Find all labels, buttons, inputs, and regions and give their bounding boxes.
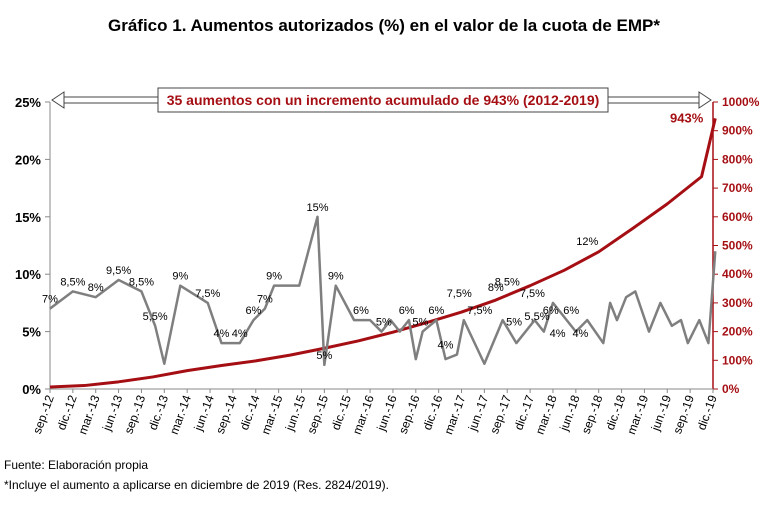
data-label: 4% <box>550 328 566 340</box>
right-axis-tick-label: 300% <box>722 296 753 310</box>
data-label: 4% <box>438 340 454 352</box>
left-axis-tick-label: 0% <box>22 382 41 397</box>
x-axis-tick-label: dic.-16 <box>420 393 446 432</box>
data-label: 6% <box>399 305 415 317</box>
x-axis-tick-label: jun.-19 <box>648 393 674 434</box>
right-axis-tick-label: 500% <box>722 239 753 253</box>
x-axis-tick-label: jun.-15 <box>282 393 308 434</box>
x-axis-tick-label: dic.-17 <box>511 393 537 432</box>
data-label: 5,5% <box>143 311 168 323</box>
right-axis-tick-label: 800% <box>722 152 753 166</box>
banner-arrow-left <box>51 91 65 109</box>
data-label: 4% <box>572 328 588 340</box>
right-axis-tick-label: 0% <box>722 382 740 396</box>
x-axis-tick-label: mar.-17 <box>441 393 468 436</box>
right-axis-tick-label: 1000% <box>722 95 760 109</box>
data-label: 5% <box>412 317 428 329</box>
cumulative-end-label: 943% <box>670 110 704 125</box>
x-axis-tick-label: mar.-13 <box>75 393 102 436</box>
data-label: 8,5% <box>495 276 520 288</box>
x-axis-tick-label: dic.-12 <box>54 393 80 432</box>
x-axis-tick-label: dic.-18 <box>603 393 629 432</box>
data-label: 5% <box>506 317 522 329</box>
data-label: 15% <box>306 202 328 214</box>
left-axis-tick-label: 25% <box>15 95 41 110</box>
cumulative-increase-line <box>49 118 717 389</box>
data-label: 5% <box>316 350 332 362</box>
x-axis-tick-label: mar.-19 <box>624 393 651 436</box>
data-label: 4% <box>214 328 230 340</box>
data-label: 6% <box>563 305 579 317</box>
x-axis-tick-label: jun.-17 <box>465 393 491 434</box>
data-label: 6% <box>353 305 369 317</box>
authorized-increase-line <box>49 215 717 367</box>
left-axis-tick-label: 20% <box>15 152 41 167</box>
x-axis-tick-label: sep.-17 <box>487 393 514 436</box>
data-label: 7% <box>42 294 58 306</box>
data-label: 9% <box>172 271 188 283</box>
x-axis-tick-label: mar.-16 <box>350 393 377 436</box>
x-axis-tick-label: jun.-14 <box>191 393 217 434</box>
right-axis-tick-label: 200% <box>722 325 753 339</box>
data-label: 7,5% <box>467 305 492 317</box>
data-label: 8,5% <box>129 276 154 288</box>
data-label: 7,5% <box>447 288 472 300</box>
data-label: 5% <box>376 317 392 329</box>
left-axis-tick-label: 15% <box>15 210 41 225</box>
x-axis-tick-label: sep.-15 <box>304 393 331 436</box>
x-axis-tick-label: mar.-18 <box>533 393 560 436</box>
footnote: *Incluye el aumento a aplicarse en dicie… <box>4 478 389 492</box>
data-label: 7,5% <box>520 288 545 300</box>
x-axis-tick-label: sep.-12 <box>30 393 57 436</box>
right-axis-tick-label: 700% <box>722 181 753 195</box>
banner-arrow-right <box>698 91 712 109</box>
data-label: 12% <box>576 236 598 248</box>
x-axis-tick-label: sep.-18 <box>579 393 606 436</box>
x-axis-tick-label: dic.-19 <box>694 393 720 432</box>
data-label: 4% <box>232 328 248 340</box>
data-label: 8% <box>488 282 504 294</box>
data-label: 6% <box>246 305 262 317</box>
banner-box <box>157 87 609 113</box>
x-axis-tick-label: jun.-16 <box>374 393 400 434</box>
right-axis-tick-label: 600% <box>722 210 753 224</box>
x-axis-tick-label: dic.-13 <box>146 393 172 432</box>
right-axis-tick-label: 900% <box>722 124 753 138</box>
data-label: 9% <box>266 271 282 283</box>
x-axis-tick-label: mar.-14 <box>167 393 194 436</box>
banner-text: 35 aumentos con un incremento acumulado … <box>167 92 600 108</box>
data-label: 6% <box>543 305 559 317</box>
chart-title: Gráfico 1. Aumentos autorizados (%) en e… <box>108 16 660 35</box>
data-label: 7% <box>257 294 273 306</box>
x-axis-tick-label: jun.-13 <box>99 393 125 434</box>
x-axis-tick-label: jun.-18 <box>557 393 583 434</box>
x-axis-tick-label: sep.-13 <box>121 393 148 436</box>
x-axis-tick-label: dic.-14 <box>237 393 263 432</box>
right-axis-tick-label: 400% <box>722 267 753 281</box>
left-axis-tick-label: 10% <box>15 267 41 282</box>
data-label: 8% <box>88 282 104 294</box>
data-label: 9% <box>328 271 344 283</box>
data-label: 7,5% <box>195 288 220 300</box>
right-axis-tick-label: 100% <box>722 353 753 367</box>
source-note: Fuente: Elaboración propia <box>4 458 149 472</box>
left-axis-tick-label: 5% <box>22 325 41 340</box>
x-axis-tick-label: sep.-14 <box>213 393 240 436</box>
data-label: 5,5% <box>524 311 549 323</box>
data-label: 9,5% <box>106 265 131 277</box>
data-label: 6% <box>428 305 444 317</box>
x-axis-tick-label: sep.-16 <box>396 393 423 436</box>
x-axis-tick-label: mar.-15 <box>258 393 285 436</box>
x-axis-tick-label: dic.-15 <box>329 393 355 432</box>
x-axis-tick-label: sep.-19 <box>670 393 697 436</box>
data-label: 8,5% <box>60 276 85 288</box>
